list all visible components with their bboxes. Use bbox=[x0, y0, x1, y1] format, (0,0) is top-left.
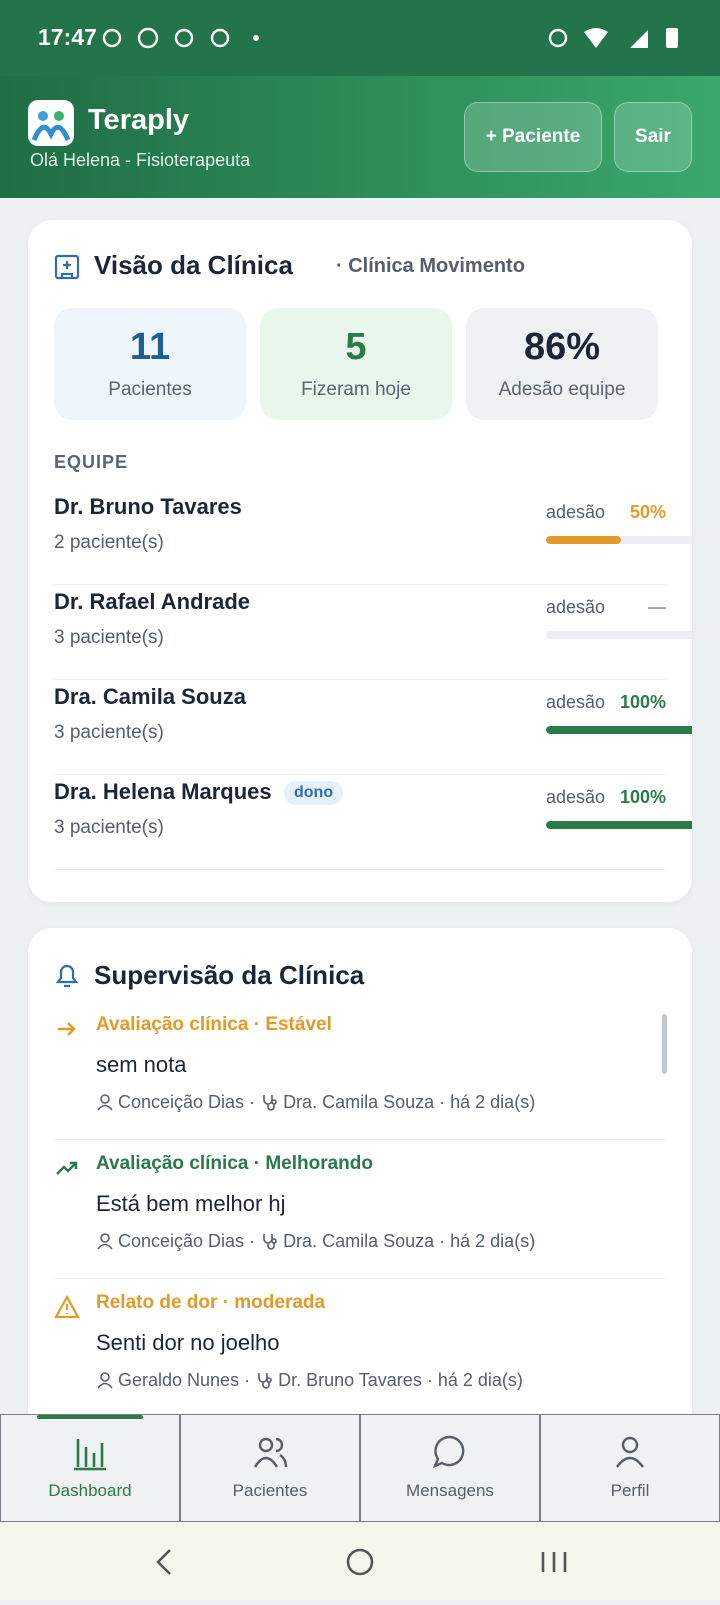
status-bar: 17:47 bbox=[0, 0, 720, 76]
team-row: Dra. Camila Souza 3 paciente(s) adesão 100% bbox=[54, 678, 692, 775]
progress-track bbox=[546, 726, 692, 734]
doctor-name: Dra. Camila Souza · bbox=[283, 1092, 446, 1112]
logo bbox=[28, 100, 74, 146]
stat-value: 86% bbox=[523, 326, 601, 368]
nav-icon bbox=[361, 1433, 539, 1473]
item-heading: Avaliação clínica · Melhorando bbox=[96, 1153, 373, 1174]
nav-label: Mensagens bbox=[406, 1481, 494, 1500]
progress-track bbox=[546, 536, 692, 544]
owner-badge: dono bbox=[284, 781, 344, 805]
progress-bar bbox=[546, 536, 621, 544]
doctor-name: Dra. Camila Souza · bbox=[283, 1231, 446, 1251]
nav-label: Dashboard bbox=[48, 1481, 132, 1500]
item-icon bbox=[54, 1155, 80, 1186]
scrollbar bbox=[662, 1014, 667, 1074]
adherence-value: 100% bbox=[619, 692, 666, 712]
item-heading: Relato de dor · moderada bbox=[96, 1292, 326, 1313]
member-name: Dra. Helena Marques bbox=[54, 779, 272, 804]
nav-label: Perfil bbox=[610, 1481, 650, 1500]
card-title: Visão da Clínica bbox=[94, 250, 293, 280]
clinic-card: Visão da Clínica · Clínica Movimento 11 P… bbox=[28, 220, 692, 902]
active-indicator bbox=[37, 1415, 143, 1419]
progress-bar bbox=[546, 726, 692, 734]
adherence-value: 50% bbox=[629, 502, 666, 522]
status-icons bbox=[102, 27, 259, 49]
bell-icon bbox=[55, 964, 79, 988]
card-subtitle: · Clínica Movimento bbox=[336, 255, 525, 277]
stat-tile: 5 Fizeram hoje bbox=[260, 308, 452, 420]
progress-track bbox=[546, 821, 692, 829]
item-text: sem nota bbox=[96, 1052, 187, 1077]
adherence-label: adesão bbox=[546, 692, 606, 712]
nav-tab[interactable]: Mensagens bbox=[360, 1414, 540, 1522]
stat-tile: 86% Adesão equipe bbox=[466, 308, 658, 420]
stat-tile: 11 Pacientes bbox=[54, 308, 246, 420]
member-patients: 3 paciente(s) bbox=[54, 627, 164, 648]
patient-name: Conceição Dias · bbox=[118, 1092, 256, 1112]
adherence-label: adesão bbox=[546, 597, 606, 617]
nav-icon bbox=[541, 1433, 719, 1473]
item-text: Está bem melhor hj bbox=[96, 1191, 286, 1216]
adherence-value: — bbox=[648, 597, 666, 617]
adherence-value: 100% bbox=[619, 787, 666, 807]
supervision-item: Avaliação clínica · Melhorando Está bem m… bbox=[54, 1139, 666, 1279]
nav-label: Pacientes bbox=[232, 1481, 308, 1500]
doctor-name: Dr. Bruno Tavares · bbox=[278, 1370, 433, 1390]
card-title: Supervisão da Clínica bbox=[94, 960, 365, 990]
app-name: Teraply bbox=[88, 104, 190, 136]
supervision-item: Avaliação clínica · Estável sem nota Conce… bbox=[54, 1000, 666, 1140]
nav-icon bbox=[1, 1433, 179, 1473]
time-ago: há 2 dia(s) bbox=[450, 1231, 536, 1251]
member-patients: 2 paciente(s) bbox=[54, 532, 164, 553]
item-icon bbox=[54, 1016, 80, 1047]
time: 17:47 bbox=[38, 24, 97, 50]
nav-tab[interactable]: Pacientes bbox=[180, 1414, 360, 1522]
item-icon bbox=[54, 1294, 80, 1325]
stat-value: 5 bbox=[345, 326, 367, 368]
nav-icon bbox=[181, 1433, 359, 1473]
system-buttons bbox=[156, 1548, 567, 1576]
member-name: Dr. Bruno Tavares bbox=[54, 494, 242, 519]
progress-track bbox=[546, 631, 692, 639]
patient-name: Geraldo Nunes · bbox=[118, 1370, 251, 1390]
greeting: Olá Helena - Fisioterapeuta bbox=[30, 150, 251, 170]
bottom-nav: Dashboard Pacientes Mensagens Perfil bbox=[0, 1414, 720, 1522]
stat-label: Adesão equipe bbox=[498, 379, 626, 400]
supervision-item: Relato de dor · moderada Senti dor no joe… bbox=[54, 1278, 666, 1418]
system-icons bbox=[548, 28, 678, 48]
patient-name: Conceição Dias · bbox=[118, 1231, 256, 1251]
item-meta: Conceição Dias · Dra. Camila Souza · há 2… bbox=[96, 1092, 535, 1113]
team-row: Dra. Helena Marques dono 3 paciente(s) ades… bbox=[54, 773, 692, 870]
stat-label: Fizeram hoje bbox=[301, 379, 411, 400]
item-meta: Conceição Dias · Dra. Camila Souza · há 2… bbox=[96, 1231, 535, 1252]
member-name: Dra. Camila Souza bbox=[54, 684, 246, 709]
adherence-label: adesão bbox=[546, 502, 606, 522]
clinic-icon bbox=[54, 254, 80, 280]
team-row: Dr. Bruno Tavares 2 paciente(s) adesão 50% bbox=[54, 488, 692, 585]
item-meta: Geraldo Nunes · Dr. Bruno Tavares · há 2 … bbox=[96, 1370, 523, 1391]
member-patients: 3 paciente(s) bbox=[54, 722, 164, 743]
adherence-label: adesão bbox=[546, 787, 606, 807]
nav-tab[interactable]: Perfil bbox=[540, 1414, 720, 1522]
time-ago: há 2 dia(s) bbox=[450, 1092, 536, 1112]
time-ago: há 2 dia(s) bbox=[437, 1370, 523, 1390]
stat-value: 11 bbox=[129, 326, 171, 368]
add-patient-button[interactable]: + Paciente bbox=[464, 102, 602, 172]
item-heading: Avaliação clínica · Estável bbox=[96, 1014, 332, 1035]
exit-button[interactable]: Sair bbox=[614, 102, 692, 172]
system-nav bbox=[0, 1522, 720, 1600]
team-row: Dr. Rafael Andrade 3 paciente(s) adesão — bbox=[54, 583, 692, 680]
member-name: Dr. Rafael Andrade bbox=[54, 589, 251, 614]
app-header: Teraply Olá Helena - Fisioterapeuta + Pa… bbox=[0, 76, 720, 198]
stat-label: Pacientes bbox=[108, 379, 192, 400]
nav-tab[interactable]: Dashboard bbox=[0, 1414, 180, 1522]
member-patients: 3 paciente(s) bbox=[54, 817, 164, 838]
progress-bar bbox=[546, 821, 692, 829]
section-heading: EQUIPE bbox=[54, 452, 129, 472]
item-text: Senti dor no joelho bbox=[96, 1330, 280, 1355]
